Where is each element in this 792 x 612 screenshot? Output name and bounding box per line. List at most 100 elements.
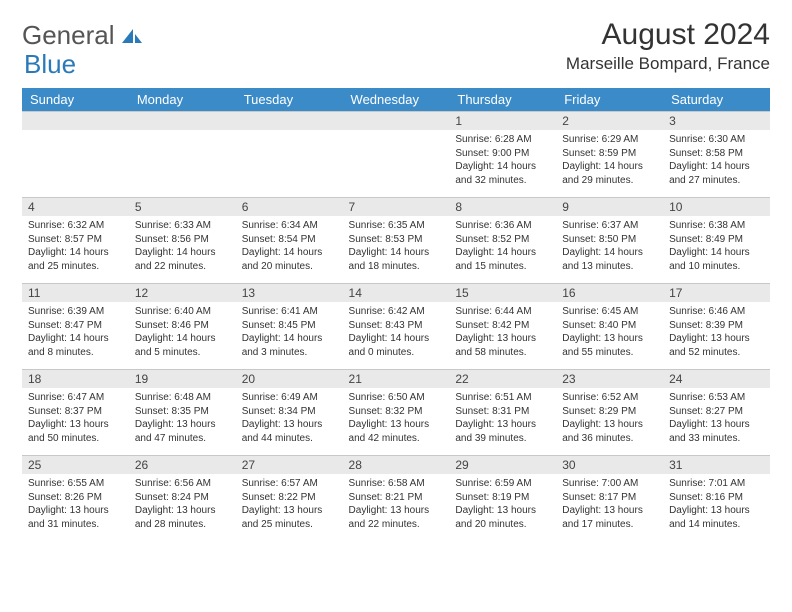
day-number: 29 [449, 456, 556, 474]
week-row: 1Sunrise: 6:28 AMSunset: 9:00 PMDaylight… [22, 112, 770, 198]
day-cell: 3Sunrise: 6:30 AMSunset: 8:58 PMDaylight… [663, 112, 770, 198]
day-body: Sunrise: 7:01 AMSunset: 8:16 PMDaylight:… [663, 474, 770, 541]
day-cell: 26Sunrise: 6:56 AMSunset: 8:24 PMDayligh… [129, 456, 236, 542]
day-number: 23 [556, 370, 663, 388]
day-number: 27 [236, 456, 343, 474]
day-number: 24 [663, 370, 770, 388]
day-number: 17 [663, 284, 770, 302]
day-body: Sunrise: 6:33 AMSunset: 8:56 PMDaylight:… [129, 216, 236, 283]
day-number: 21 [343, 370, 450, 388]
day-number: 7 [343, 198, 450, 216]
location: Marseille Bompard, France [566, 54, 770, 74]
day-body: Sunrise: 6:41 AMSunset: 8:45 PMDaylight:… [236, 302, 343, 369]
day-cell: 31Sunrise: 7:01 AMSunset: 8:16 PMDayligh… [663, 456, 770, 542]
day-body [22, 130, 129, 192]
day-body: Sunrise: 6:52 AMSunset: 8:29 PMDaylight:… [556, 388, 663, 455]
day-body: Sunrise: 6:59 AMSunset: 8:19 PMDaylight:… [449, 474, 556, 541]
logo-sail-icon [122, 26, 142, 49]
day-body [129, 130, 236, 192]
dayhead-tue: Tuesday [236, 88, 343, 112]
day-number: 2 [556, 112, 663, 130]
day-number: 26 [129, 456, 236, 474]
day-cell: 14Sunrise: 6:42 AMSunset: 8:43 PMDayligh… [343, 284, 450, 370]
day-cell: 25Sunrise: 6:55 AMSunset: 8:26 PMDayligh… [22, 456, 129, 542]
day-body: Sunrise: 6:30 AMSunset: 8:58 PMDaylight:… [663, 130, 770, 197]
day-body: Sunrise: 6:56 AMSunset: 8:24 PMDaylight:… [129, 474, 236, 541]
header: General Blue August 2024 Marseille Bompa… [22, 18, 770, 78]
week-row: 18Sunrise: 6:47 AMSunset: 8:37 PMDayligh… [22, 370, 770, 456]
day-cell [129, 112, 236, 198]
dayhead-sat: Saturday [663, 88, 770, 112]
day-number: 16 [556, 284, 663, 302]
day-cell: 11Sunrise: 6:39 AMSunset: 8:47 PMDayligh… [22, 284, 129, 370]
day-body: Sunrise: 6:57 AMSunset: 8:22 PMDaylight:… [236, 474, 343, 541]
day-number: 13 [236, 284, 343, 302]
day-number: 6 [236, 198, 343, 216]
dayhead-wed: Wednesday [343, 88, 450, 112]
day-cell: 19Sunrise: 6:48 AMSunset: 8:35 PMDayligh… [129, 370, 236, 456]
day-body: Sunrise: 6:28 AMSunset: 9:00 PMDaylight:… [449, 130, 556, 197]
day-cell: 28Sunrise: 6:58 AMSunset: 8:21 PMDayligh… [343, 456, 450, 542]
dayhead-sun: Sunday [22, 88, 129, 112]
day-body: Sunrise: 6:32 AMSunset: 8:57 PMDaylight:… [22, 216, 129, 283]
day-body [343, 130, 450, 192]
day-body: Sunrise: 6:49 AMSunset: 8:34 PMDaylight:… [236, 388, 343, 455]
calendar-table: Sunday Monday Tuesday Wednesday Thursday… [22, 88, 770, 541]
day-body: Sunrise: 6:35 AMSunset: 8:53 PMDaylight:… [343, 216, 450, 283]
day-body: Sunrise: 6:29 AMSunset: 8:59 PMDaylight:… [556, 130, 663, 197]
day-number: 22 [449, 370, 556, 388]
day-number: 18 [22, 370, 129, 388]
day-cell: 7Sunrise: 6:35 AMSunset: 8:53 PMDaylight… [343, 198, 450, 284]
day-body: Sunrise: 6:50 AMSunset: 8:32 PMDaylight:… [343, 388, 450, 455]
day-body: Sunrise: 6:42 AMSunset: 8:43 PMDaylight:… [343, 302, 450, 369]
day-body: Sunrise: 6:58 AMSunset: 8:21 PMDaylight:… [343, 474, 450, 541]
day-number: 14 [343, 284, 450, 302]
day-number [236, 112, 343, 130]
day-body: Sunrise: 6:48 AMSunset: 8:35 PMDaylight:… [129, 388, 236, 455]
day-cell: 17Sunrise: 6:46 AMSunset: 8:39 PMDayligh… [663, 284, 770, 370]
day-header-row: Sunday Monday Tuesday Wednesday Thursday… [22, 88, 770, 112]
day-cell: 22Sunrise: 6:51 AMSunset: 8:31 PMDayligh… [449, 370, 556, 456]
day-number [22, 112, 129, 130]
day-number [343, 112, 450, 130]
dayhead-mon: Monday [129, 88, 236, 112]
day-cell: 5Sunrise: 6:33 AMSunset: 8:56 PMDaylight… [129, 198, 236, 284]
day-cell: 9Sunrise: 6:37 AMSunset: 8:50 PMDaylight… [556, 198, 663, 284]
day-cell: 6Sunrise: 6:34 AMSunset: 8:54 PMDaylight… [236, 198, 343, 284]
day-number: 25 [22, 456, 129, 474]
day-number: 9 [556, 198, 663, 216]
day-body: Sunrise: 6:45 AMSunset: 8:40 PMDaylight:… [556, 302, 663, 369]
day-cell [22, 112, 129, 198]
day-cell: 13Sunrise: 6:41 AMSunset: 8:45 PMDayligh… [236, 284, 343, 370]
dayhead-thu: Thursday [449, 88, 556, 112]
day-body: Sunrise: 6:39 AMSunset: 8:47 PMDaylight:… [22, 302, 129, 369]
day-cell [343, 112, 450, 198]
day-cell: 20Sunrise: 6:49 AMSunset: 8:34 PMDayligh… [236, 370, 343, 456]
day-body: Sunrise: 7:00 AMSunset: 8:17 PMDaylight:… [556, 474, 663, 541]
day-body: Sunrise: 6:53 AMSunset: 8:27 PMDaylight:… [663, 388, 770, 455]
day-body: Sunrise: 6:40 AMSunset: 8:46 PMDaylight:… [129, 302, 236, 369]
day-body: Sunrise: 6:38 AMSunset: 8:49 PMDaylight:… [663, 216, 770, 283]
day-number: 4 [22, 198, 129, 216]
day-number: 8 [449, 198, 556, 216]
week-row: 11Sunrise: 6:39 AMSunset: 8:47 PMDayligh… [22, 284, 770, 370]
week-row: 4Sunrise: 6:32 AMSunset: 8:57 PMDaylight… [22, 198, 770, 284]
week-row: 25Sunrise: 6:55 AMSunset: 8:26 PMDayligh… [22, 456, 770, 542]
day-cell: 15Sunrise: 6:44 AMSunset: 8:42 PMDayligh… [449, 284, 556, 370]
day-number: 15 [449, 284, 556, 302]
day-number: 30 [556, 456, 663, 474]
day-number: 3 [663, 112, 770, 130]
day-cell: 30Sunrise: 7:00 AMSunset: 8:17 PMDayligh… [556, 456, 663, 542]
day-body: Sunrise: 6:37 AMSunset: 8:50 PMDaylight:… [556, 216, 663, 283]
logo-text-general: General [22, 20, 115, 50]
day-cell: 12Sunrise: 6:40 AMSunset: 8:46 PMDayligh… [129, 284, 236, 370]
day-number: 12 [129, 284, 236, 302]
day-number: 28 [343, 456, 450, 474]
logo: General Blue [22, 18, 142, 78]
day-cell: 16Sunrise: 6:45 AMSunset: 8:40 PMDayligh… [556, 284, 663, 370]
day-body: Sunrise: 6:44 AMSunset: 8:42 PMDaylight:… [449, 302, 556, 369]
month-title: August 2024 [566, 18, 770, 52]
day-number: 11 [22, 284, 129, 302]
logo-text-blue: Blue [24, 49, 76, 79]
day-body: Sunrise: 6:51 AMSunset: 8:31 PMDaylight:… [449, 388, 556, 455]
